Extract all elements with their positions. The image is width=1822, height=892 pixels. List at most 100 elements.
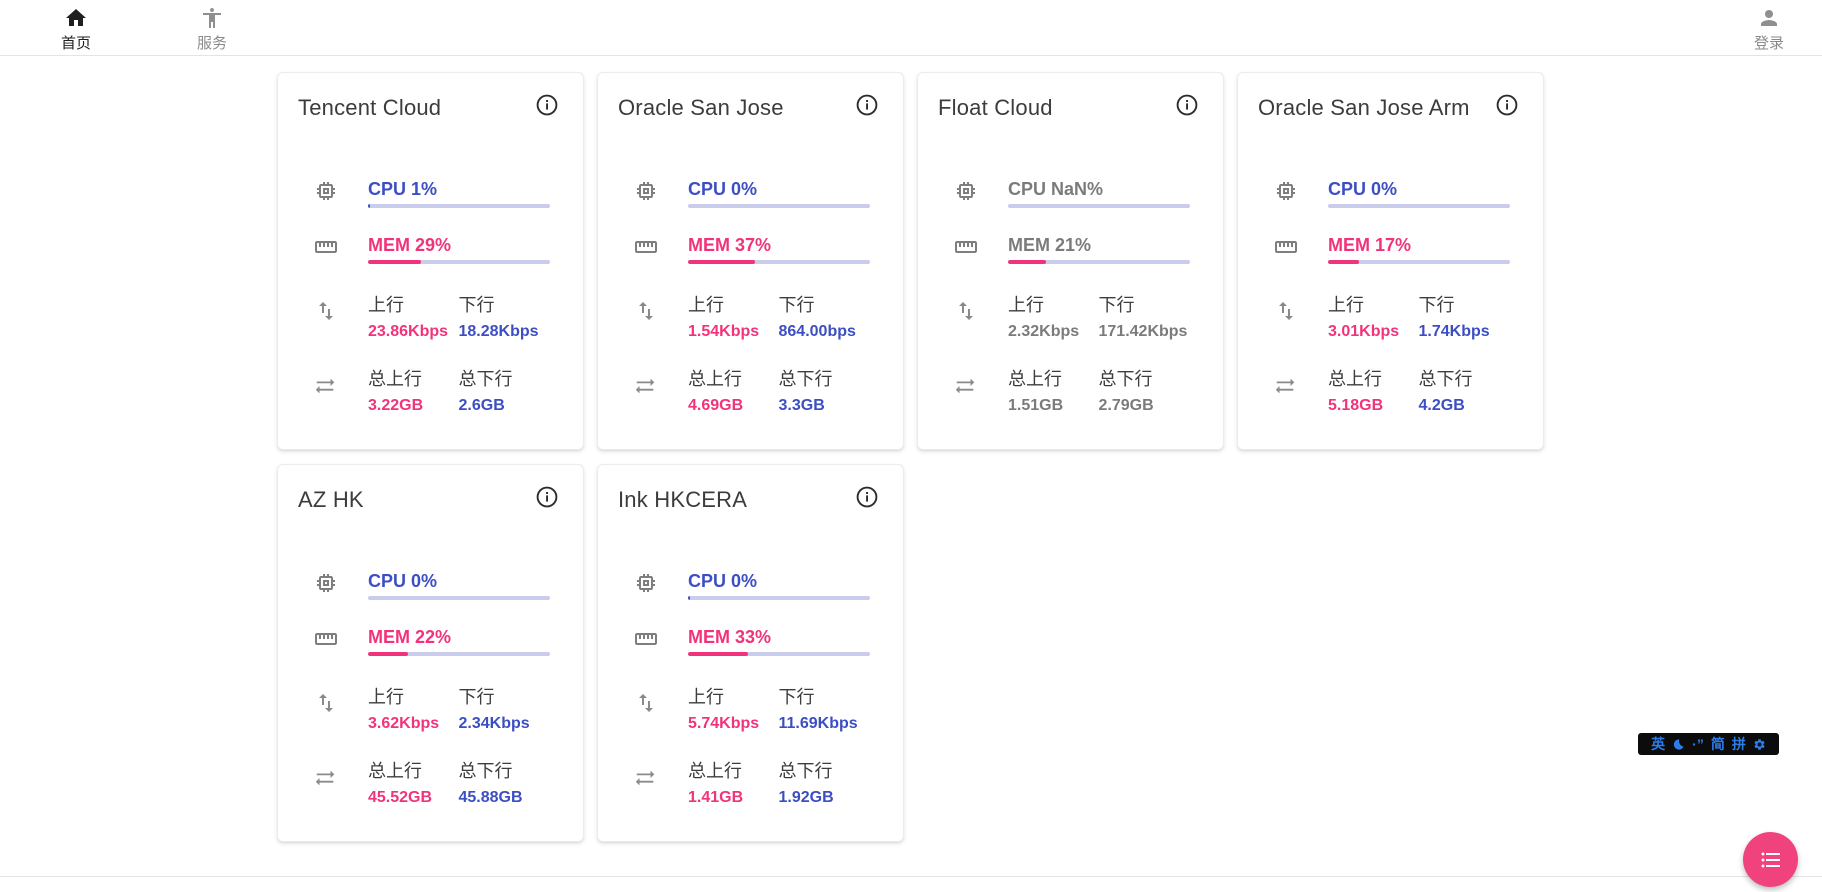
ime-punctuation-toggle[interactable]: ·” bbox=[1692, 736, 1704, 752]
download-label: 下行 bbox=[1418, 295, 1455, 315]
moon-icon[interactable] bbox=[1672, 738, 1685, 751]
nav-item-login[interactable]: 登录 bbox=[1724, 0, 1814, 55]
total-upload-col: 总上行 1.51GB bbox=[1008, 365, 1099, 415]
network-total-row: 总上行 4.69GB 总下行 3.3GB bbox=[618, 365, 869, 415]
total-download-label: 总下行 bbox=[778, 761, 833, 781]
top-navbar: 首页 服务 登录 bbox=[0, 0, 1822, 56]
total-download-value: 4.2GB bbox=[1418, 397, 1465, 414]
total-upload-col: 总上行 5.18GB bbox=[1328, 365, 1419, 415]
cpu-gauge: CPU 0% bbox=[688, 571, 870, 600]
total-download-value: 45.88GB bbox=[458, 789, 523, 806]
cpu-usage-text: CPU 0% bbox=[688, 571, 758, 591]
total-upload-col: 总上行 4.69GB bbox=[688, 365, 779, 415]
total-download-label: 总下行 bbox=[1098, 369, 1153, 389]
download-col: 下行 2.34Kbps bbox=[459, 683, 550, 733]
network-speed-row: 上行 3.62Kbps 下行 2.34Kbps bbox=[298, 683, 549, 733]
info-icon[interactable] bbox=[535, 485, 559, 509]
total-download-col: 总下行 1.92GB bbox=[779, 757, 870, 807]
swap-vert-icon bbox=[1279, 302, 1293, 320]
download-col: 下行 171.42Kbps bbox=[1099, 291, 1190, 341]
swap-horiz-icon bbox=[1275, 378, 1295, 394]
info-icon[interactable] bbox=[855, 93, 879, 117]
cpu-gauge: CPU 0% bbox=[368, 571, 550, 600]
ime-simplified-toggle[interactable]: 简 bbox=[1710, 736, 1725, 752]
upload-label: 上行 bbox=[1328, 295, 1364, 315]
mem-usage-text: MEM 29% bbox=[368, 235, 452, 255]
total-upload-label: 总上行 bbox=[368, 369, 422, 389]
mem-progress-fill bbox=[1008, 260, 1047, 264]
mem-progress-bar bbox=[368, 652, 550, 656]
info-icon[interactable] bbox=[1175, 93, 1199, 117]
total-download-label: 总下行 bbox=[1418, 369, 1473, 389]
upload-col: 上行 3.62Kbps bbox=[368, 683, 459, 733]
upload-label: 上行 bbox=[688, 295, 724, 315]
mem-progress-fill bbox=[368, 652, 409, 656]
download-label: 下行 bbox=[1098, 295, 1135, 315]
total-download-col: 总下行 2.79GB bbox=[1099, 365, 1190, 415]
person-icon bbox=[1761, 10, 1777, 26]
server-stats: CPU 0% MEM 17% 上行 3.01Kbps 下行 bbox=[1258, 179, 1510, 415]
mem-usage-text: MEM 37% bbox=[688, 235, 772, 255]
total-upload-value: 45.52GB bbox=[368, 789, 433, 806]
info-icon[interactable] bbox=[855, 485, 879, 509]
ime-language-toggle[interactable]: 英 bbox=[1651, 736, 1666, 752]
mem-progress-bar bbox=[688, 260, 870, 264]
gear-icon[interactable] bbox=[1753, 738, 1766, 751]
total-download-label: 总下行 bbox=[778, 369, 833, 389]
server-list-fab[interactable] bbox=[1743, 832, 1798, 887]
cpu-gauge: CPU 1% bbox=[368, 179, 550, 208]
upload-speed-value: 3.01Kbps bbox=[1328, 323, 1400, 340]
server-name: Oracle San Jose bbox=[618, 95, 784, 120]
cpu-usage-text: CPU 0% bbox=[368, 571, 438, 591]
nav-item-services[interactable]: 服务 bbox=[144, 0, 280, 55]
network-speed-row: 上行 5.74Kbps 下行 11.69Kbps bbox=[618, 683, 869, 733]
cpu-usage-text: CPU 0% bbox=[1328, 179, 1398, 199]
swap-vert-icon bbox=[959, 302, 973, 320]
total-download-value: 2.79GB bbox=[1098, 397, 1154, 414]
cpu-progress-bar bbox=[368, 204, 550, 208]
upload-col: 上行 3.01Kbps bbox=[1328, 291, 1419, 341]
mem-gauge: MEM 33% bbox=[688, 627, 870, 656]
info-icon[interactable] bbox=[535, 93, 559, 117]
upload-label: 上行 bbox=[1008, 295, 1044, 315]
total-upload-label: 总上行 bbox=[1008, 369, 1062, 389]
total-upload-value: 3.22GB bbox=[368, 397, 424, 414]
network-speed-row: 上行 3.01Kbps 下行 1.74Kbps bbox=[1258, 291, 1509, 341]
upload-col: 上行 5.74Kbps bbox=[688, 683, 779, 733]
ime-pinyin-indicator[interactable]: 拼 bbox=[1731, 736, 1746, 752]
mem-progress-bar bbox=[688, 652, 870, 656]
total-upload-col: 总上行 1.41GB bbox=[688, 757, 779, 807]
cpu-chip-icon bbox=[637, 574, 655, 592]
total-upload-value: 1.51GB bbox=[1008, 397, 1064, 414]
cpu-progress-bar bbox=[688, 204, 870, 208]
download-speed-value: 171.42Kbps bbox=[1098, 323, 1188, 340]
mem-usage-text: MEM 21% bbox=[1008, 235, 1092, 255]
download-speed-value: 864.00bps bbox=[778, 323, 856, 340]
ram-ruler-icon bbox=[315, 633, 337, 645]
total-download-value: 2.6GB bbox=[458, 397, 505, 414]
mem-row: MEM 37% bbox=[618, 235, 870, 264]
download-label: 下行 bbox=[458, 295, 495, 315]
cpu-chip-icon bbox=[637, 182, 655, 200]
cpu-usage-text: CPU NaN% bbox=[1008, 179, 1104, 199]
mem-usage-text: MEM 33% bbox=[688, 627, 772, 647]
mem-usage-text: MEM 17% bbox=[1328, 235, 1412, 255]
mem-row: MEM 17% bbox=[1258, 235, 1510, 264]
total-download-col: 总下行 4.2GB bbox=[1419, 365, 1510, 415]
cpu-chip-icon bbox=[317, 574, 335, 592]
total-download-col: 总下行 3.3GB bbox=[779, 365, 870, 415]
info-icon[interactable] bbox=[1495, 93, 1519, 117]
swap-horiz-icon bbox=[635, 378, 655, 394]
cpu-gauge: CPU 0% bbox=[688, 179, 870, 208]
nav-item-home[interactable]: 首页 bbox=[8, 0, 144, 55]
server-card: Oracle San Jose Arm CPU 0% MEM 17% bbox=[1237, 72, 1544, 450]
download-speed-value: 18.28Kbps bbox=[458, 323, 539, 340]
list-icon bbox=[1761, 852, 1780, 867]
mem-progress-fill bbox=[688, 260, 756, 264]
home-icon bbox=[66, 9, 86, 26]
network-total-row: 总上行 1.51GB 总下行 2.79GB bbox=[938, 365, 1189, 415]
mem-usage-text: MEM 22% bbox=[368, 627, 452, 647]
total-upload-label: 总上行 bbox=[688, 369, 742, 389]
mem-gauge: MEM 21% bbox=[1008, 235, 1190, 264]
mem-gauge: MEM 29% bbox=[368, 235, 550, 264]
